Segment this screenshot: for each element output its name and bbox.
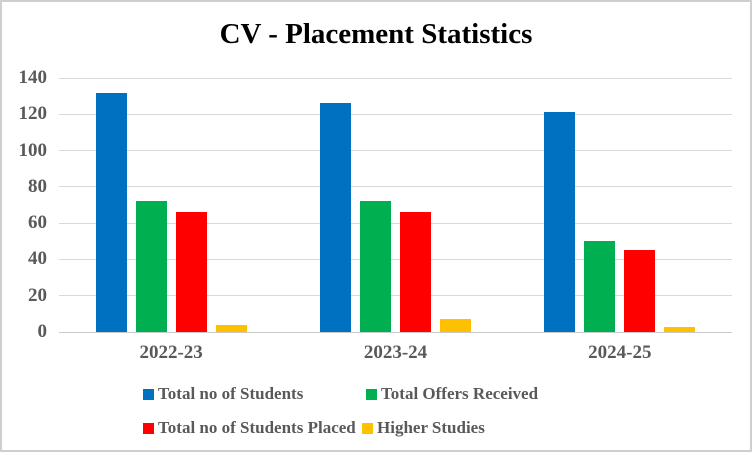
bar	[360, 201, 391, 332]
bar	[400, 212, 431, 332]
legend-swatch-icon	[143, 422, 154, 434]
legend-item: Total no of Students	[143, 385, 303, 403]
legend-label: Total no of Students Placed	[158, 418, 356, 437]
legend-swatch-icon	[362, 422, 373, 434]
x-category-label: 2023-24	[363, 342, 428, 363]
x-axis-line	[59, 331, 732, 333]
gridline	[59, 150, 732, 152]
bar	[135, 201, 167, 332]
bar	[664, 326, 696, 332]
y-tick-label: 140	[18, 67, 48, 88]
gridline	[59, 258, 732, 260]
legend-swatch-icon	[143, 388, 154, 400]
gridline	[59, 113, 732, 115]
legend-swatch-icon	[366, 388, 377, 400]
gridline	[59, 295, 732, 297]
legend-label: Total no of Students	[158, 384, 304, 403]
y-tick-label: 40	[28, 248, 47, 270]
bar	[544, 112, 576, 332]
legend-label: Higher Studies	[377, 418, 485, 437]
bar	[215, 324, 247, 332]
y-tick-label: 120	[18, 103, 48, 125]
x-category-label: 2022-23	[139, 342, 203, 363]
x-category-label: 2024-25	[588, 342, 652, 363]
legend-item: Total Offers Received	[366, 385, 538, 403]
bar	[175, 212, 207, 332]
legend-item: Higher Studies	[362, 419, 485, 437]
plot-area	[59, 77, 732, 333]
bar	[95, 92, 127, 332]
y-tick-label: 100	[18, 139, 48, 161]
legend-item: Total no of Students Placed	[143, 419, 356, 437]
bar	[440, 319, 471, 332]
gridline	[59, 77, 732, 79]
chart-title: CV - Placement Statistics	[219, 18, 533, 50]
y-tick-label: 20	[28, 284, 47, 306]
y-tick-label: 60	[28, 212, 47, 234]
bar	[584, 241, 616, 332]
bar	[624, 250, 656, 332]
y-tick-label: 80	[28, 175, 47, 197]
bar	[320, 103, 351, 332]
legend-label: Total Offers Received	[381, 384, 539, 403]
gridline	[59, 222, 732, 224]
gridline	[59, 186, 732, 188]
y-tick-label: 0	[37, 321, 48, 342]
